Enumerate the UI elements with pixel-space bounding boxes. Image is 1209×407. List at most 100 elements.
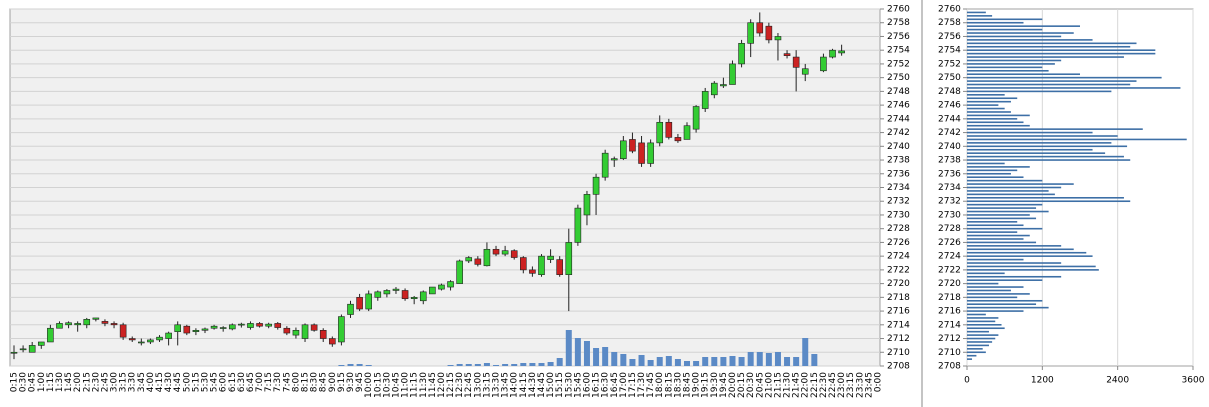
candle-body bbox=[720, 84, 727, 87]
y-tick-label: 2756 bbox=[887, 32, 910, 42]
x-tick-label: 12:00 bbox=[437, 372, 447, 398]
x-tick-label: 0:00 bbox=[874, 372, 884, 392]
y-tick-label: 2710 bbox=[938, 348, 961, 358]
volume-bar bbox=[356, 364, 363, 366]
volume-bar bbox=[474, 364, 481, 366]
candle-body bbox=[574, 207, 582, 243]
candle-body bbox=[47, 327, 54, 343]
profile-bar bbox=[967, 310, 1024, 312]
y-tick-label: 2712 bbox=[938, 334, 961, 344]
profile-bar bbox=[967, 179, 1043, 182]
profile-bar bbox=[967, 258, 1024, 261]
x-tick-label: 21:15 bbox=[773, 372, 783, 398]
candle-body bbox=[547, 255, 554, 260]
volume-bar bbox=[365, 365, 372, 366]
x-tick-label: 18:00 bbox=[655, 372, 665, 398]
y-tick-label: 2708 bbox=[887, 362, 910, 372]
volume-bar bbox=[620, 354, 627, 366]
y-tick-label: 2710 bbox=[887, 348, 910, 358]
x-tick-label: 5:30 bbox=[200, 372, 210, 392]
volume-bar bbox=[693, 361, 700, 366]
volume-bar bbox=[802, 338, 809, 366]
candle-body bbox=[801, 68, 809, 75]
profile-bar bbox=[967, 111, 1011, 113]
candle-body bbox=[665, 121, 673, 138]
profile-bar bbox=[967, 66, 1043, 69]
candle-body bbox=[529, 269, 536, 274]
profile-bar bbox=[967, 128, 1143, 130]
candle-body bbox=[274, 323, 282, 328]
profile-bar bbox=[967, 18, 1043, 21]
volume-bar bbox=[684, 361, 691, 366]
candle-body bbox=[156, 336, 163, 341]
candle-body bbox=[56, 323, 63, 329]
volume-bar bbox=[511, 364, 518, 366]
profile-bar bbox=[967, 279, 1043, 281]
y-tick-label: 2760 bbox=[938, 5, 961, 15]
candle-body bbox=[710, 82, 718, 96]
x-tick-label: 1:45 bbox=[64, 372, 74, 392]
volume-bar bbox=[602, 347, 609, 366]
candle-body bbox=[192, 329, 200, 332]
profile-bar bbox=[967, 90, 1112, 93]
profile-bar bbox=[967, 330, 989, 333]
candle-body bbox=[538, 255, 545, 275]
x-tick-label: 19:45 bbox=[719, 372, 729, 398]
profile-bar bbox=[967, 207, 1037, 209]
x-tick-label: 2400 bbox=[1106, 376, 1129, 386]
candle-body bbox=[119, 324, 127, 338]
y-tick-label: 2718 bbox=[887, 293, 910, 303]
x-tick-label: 6:45 bbox=[246, 372, 256, 392]
profile-bar bbox=[967, 11, 986, 14]
y-tick-label: 2732 bbox=[938, 197, 961, 207]
profile-bar bbox=[967, 94, 1005, 96]
x-tick-label: 12:30 bbox=[455, 372, 465, 398]
profile-bar bbox=[967, 107, 1005, 110]
candle-body bbox=[656, 121, 664, 144]
volume-bar bbox=[483, 363, 490, 366]
y-tick-label: 2736 bbox=[887, 169, 910, 179]
y-tick-label: 2712 bbox=[887, 334, 910, 344]
profile-bar bbox=[967, 224, 1024, 227]
x-tick-label: 9:00 bbox=[328, 372, 338, 392]
profile-bar bbox=[967, 138, 1187, 141]
candle-body bbox=[210, 325, 218, 329]
profile-bar bbox=[967, 124, 1030, 127]
profile-bar bbox=[967, 324, 1002, 326]
profile-bar bbox=[967, 97, 1018, 100]
candle-body bbox=[410, 297, 418, 300]
x-tick-label: 17:45 bbox=[646, 372, 656, 398]
x-tick-label: 4:30 bbox=[164, 372, 174, 392]
volume-bar bbox=[784, 357, 791, 366]
x-tick-label: 13:45 bbox=[501, 372, 511, 398]
x-tick-label: 17:15 bbox=[628, 372, 638, 398]
profile-bar bbox=[967, 83, 1131, 86]
candle-body bbox=[28, 345, 36, 353]
y-tick-label: 2724 bbox=[887, 252, 910, 262]
x-tick-label: 11:15 bbox=[410, 372, 420, 398]
x-tick-label: 12:15 bbox=[446, 372, 456, 398]
profile-bar bbox=[967, 148, 1093, 151]
candle-body bbox=[565, 242, 573, 275]
x-tick-label: 15:30 bbox=[564, 372, 574, 398]
volume-bar bbox=[738, 357, 745, 366]
candle-body bbox=[738, 43, 745, 65]
candle-body bbox=[356, 297, 363, 310]
profile-bar bbox=[967, 282, 999, 285]
x-tick-label: 21:00 bbox=[764, 372, 774, 398]
x-tick-label: 3:15 bbox=[119, 372, 129, 392]
volume-bar bbox=[447, 365, 454, 366]
profile-bar bbox=[967, 45, 1131, 48]
candle-body bbox=[219, 327, 227, 329]
profile-bar bbox=[967, 56, 1124, 58]
profile-bar bbox=[967, 265, 1096, 268]
y-tick-label: 2760 bbox=[887, 5, 910, 15]
y-tick-label: 2742 bbox=[887, 128, 910, 138]
y-tick-label: 2734 bbox=[887, 183, 910, 193]
x-tick-label: 6:30 bbox=[237, 372, 247, 392]
candle-body bbox=[829, 49, 836, 58]
y-tick-label: 2752 bbox=[938, 59, 961, 69]
candle-body bbox=[629, 139, 636, 152]
y-tick-label: 2752 bbox=[887, 59, 910, 69]
profile-bar bbox=[967, 245, 1062, 247]
